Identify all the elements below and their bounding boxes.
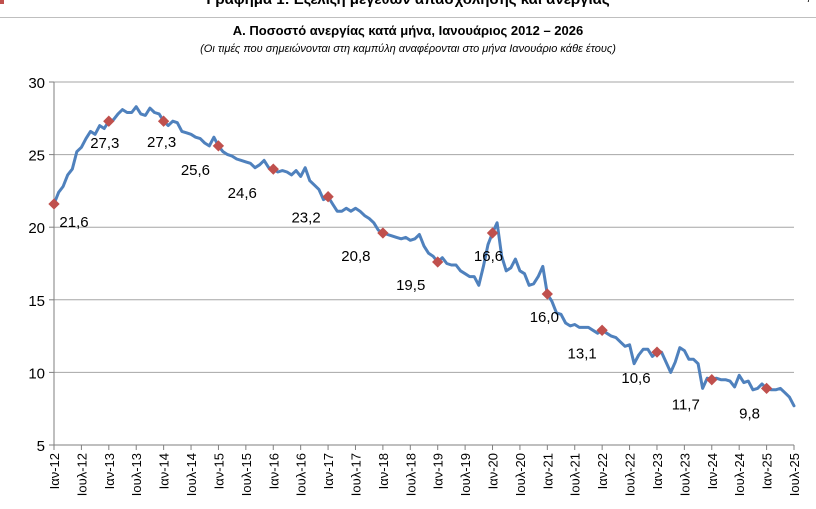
x-tick-label: Ιαν-14 [157, 453, 172, 489]
data-label: 11,7 [672, 397, 700, 414]
data-label: 24,6 [228, 185, 257, 202]
x-tick-label: Ιουλ-14 [184, 453, 199, 496]
x-tick-label: Ιουλ-21 [568, 453, 583, 496]
x-tick-label: Ιαν-20 [486, 453, 501, 489]
data-label: 27,3 [90, 135, 119, 152]
x-tick-label: Ιουλ-12 [74, 453, 89, 496]
y-tick-label: 10 [28, 365, 45, 382]
y-tick-label: 15 [28, 293, 45, 310]
x-tick-label: Ιουλ-17 [348, 453, 363, 496]
x-tick-label: Ιαν-13 [102, 453, 117, 489]
data-label: 23,2 [291, 210, 320, 227]
x-tick-label: Ιαν-16 [266, 453, 281, 489]
figure-caption: Γράφημα 1: Εξέλιξη μεγεθών απασχόλησης κ… [0, 0, 816, 8]
separator-line [0, 17, 816, 18]
data-label: 25,6 [181, 162, 210, 179]
y-tick-label: 5 [37, 438, 45, 455]
series-line [52, 105, 796, 408]
x-tick-label: Ιουλ-19 [458, 453, 473, 496]
data-label: 13,1 [568, 345, 597, 362]
chart-title: Α. Ποσοστό ανεργίας κατά μήνα, Ιανουάριο… [232, 23, 584, 38]
data-label: 9,8 [739, 405, 760, 422]
series-layer [52, 105, 796, 408]
data-label: 16,0 [530, 309, 559, 326]
x-tick-label: Ιουλ-22 [623, 453, 638, 496]
x-tick-label: Ιαν-26 [814, 453, 816, 489]
x-tick-label: Ιουλ-13 [129, 453, 144, 496]
x-tick-label: Ιουλ-20 [513, 453, 528, 496]
x-tick-label: Ιουλ-18 [403, 453, 418, 496]
chart-subtitle: (Οι τιμές που σημειώνονται στη καμπύλη α… [200, 43, 616, 55]
x-tick-label: Ιουλ-23 [677, 453, 692, 496]
x-tick-label: Ιουλ-25 [787, 453, 802, 496]
x-tick-label: Ιαν-24 [705, 453, 720, 489]
x-tick-label: Ιουλ-24 [732, 453, 747, 496]
x-axis-ticks: Ιαν-12 Ιουλ-12 Ιαν-13 Ιουλ-13 Ιαν-14 Ιουλ-14 Ι… [47, 445, 816, 496]
data-label: 20,8 [341, 248, 370, 265]
x-tick-label: Ιαν-19 [431, 453, 446, 489]
january-marker [706, 374, 718, 386]
y-tick-label: 20 [28, 220, 45, 237]
x-tick-label: Ιαν-23 [650, 453, 665, 489]
x-tick-label: Ιαν-25 [760, 453, 775, 489]
data-labels: 21,6 27,3 27,3 25,6 24,6 23,2 20,8 19,5 16,6 16,0… [59, 0, 816, 422]
y-tick-label: 30 [28, 75, 45, 92]
data-label: 19,5 [396, 277, 425, 294]
data-label: 16,6 [474, 248, 503, 265]
x-tick-label: Ιουλ-15 [239, 453, 254, 496]
x-tick-label: Ιαν-18 [376, 453, 391, 489]
data-label: 7,7 [798, 0, 816, 4]
axes [53, 82, 794, 446]
grid-lines [54, 81, 794, 373]
data-label: 27,3 [147, 134, 176, 151]
y-axis-ticks: 5 10 15 20 25 30 [28, 75, 54, 455]
x-tick-label: Ιαν-21 [540, 453, 555, 489]
january-marker [48, 198, 60, 210]
january-marker [0, 0, 4, 4]
x-tick-label: Ιαν-17 [321, 453, 336, 489]
data-label: 10,6 [621, 370, 650, 387]
january-markers [0, 0, 773, 395]
x-tick-label: Ιαν-12 [47, 453, 62, 489]
x-tick-label: Ιαν-15 [211, 453, 226, 489]
x-tick-label: Ιαν-22 [595, 453, 610, 489]
data-label: 21,6 [59, 214, 88, 231]
x-tick-label: Ιουλ-16 [294, 453, 309, 496]
y-tick-label: 25 [28, 148, 45, 165]
